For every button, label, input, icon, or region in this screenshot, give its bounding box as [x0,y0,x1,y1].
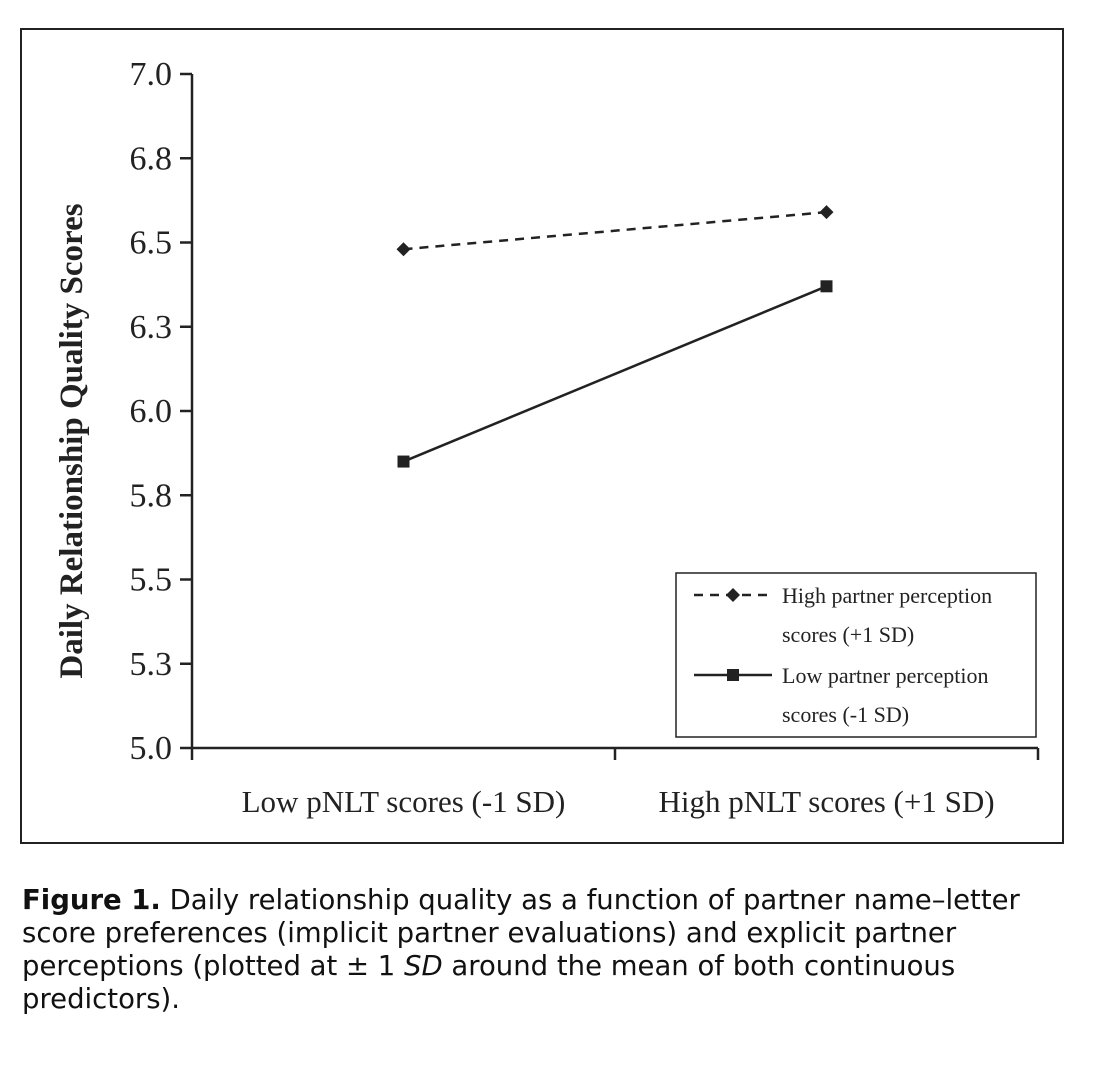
caption-text-end: around the mean of both continuous predi… [22,950,956,1015]
legend-box [675,572,1037,738]
y-axis-title: Daily Relationship Quality Scores [54,203,90,678]
series-line [403,210,827,251]
series-line [403,285,827,463]
diamond-data-point [396,242,411,257]
chart-frame [20,28,1064,844]
y-tick-label: 6.3 [130,309,173,346]
caption-sd: SD [404,950,443,982]
y-tick-label: 5.5 [130,562,173,599]
line-chart: 5.0 5.3 5.5 5.8 6.0 6.3 6.5 6.8 7.0 Low pNLT scor… [54,56,1040,819]
y-tick-label: 5.8 [130,477,173,514]
x-category-label: High pNLT scores (+1 SD) [658,784,994,819]
figure-label: Figure 1. [22,884,161,916]
legend-entry-text: High partner perception [782,583,992,608]
legend-swatch-marker [727,669,739,681]
legend-swatch-marker [726,588,740,602]
caption-text-start: Daily relationship quality as a function… [22,884,1020,982]
square-data-point [397,455,410,468]
diamond-data-point [819,205,834,220]
y-tick-label: 6.5 [130,225,173,262]
y-tick-label: 5.0 [130,730,173,767]
y-tick-label: 6.8 [130,140,173,177]
y-tick-label: 5.3 [130,646,173,683]
legend-entry-text: Low partner perception [782,663,988,688]
figure-caption: Figure 1. Daily relationship quality as … [22,884,1082,1016]
y-tick-label: 6.0 [130,393,173,430]
y-tick-label: 7.0 [130,56,173,93]
square-data-point [820,280,833,293]
x-category-label: Low pNLT scores (-1 SD) [242,784,566,819]
legend-entry-text: scores (+1 SD) [782,622,914,647]
legend-entry-text: scores (-1 SD) [782,702,909,727]
